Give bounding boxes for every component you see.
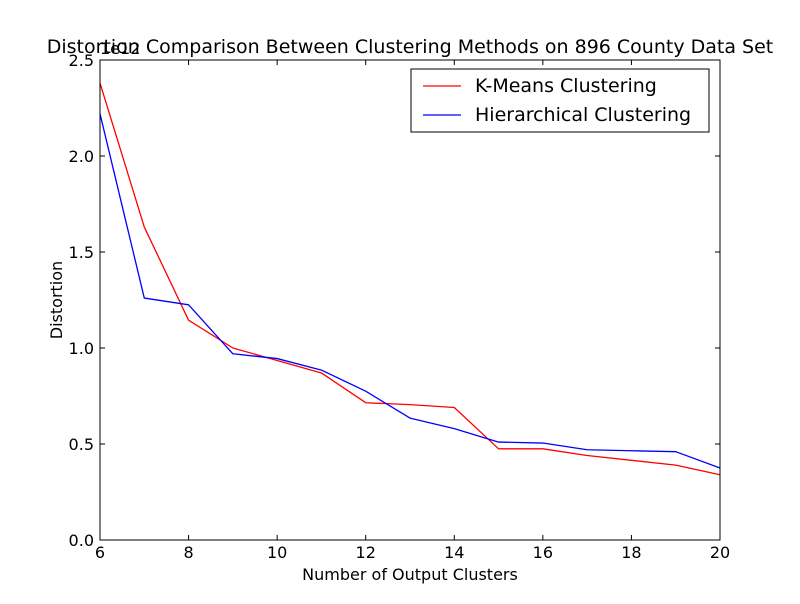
x-tick-label: 10	[267, 543, 287, 562]
x-tick-label: 20	[710, 543, 730, 562]
y-tick-label: 0.5	[69, 435, 94, 454]
series-line-hierarchical	[99, 113, 721, 469]
plot-frame	[99, 59, 721, 541]
x-tick-label: 12	[356, 543, 376, 562]
x-tick-label: 14	[444, 543, 464, 562]
plot-area	[100, 60, 720, 540]
y-tick-label: 1.5	[69, 243, 94, 262]
y-axis-label: Distortion	[47, 261, 66, 339]
legend-label-kmeans: K-Means Clustering	[475, 75, 657, 97]
x-tick-label: 6	[95, 543, 105, 562]
x-tick-label: 8	[183, 543, 193, 562]
ticks-layer: 6 8 10 12 14 16 18 20 0.0 0.5 1.0 1.5 2.0 2.5	[69, 51, 731, 562]
y-tick-label: 2.0	[69, 147, 94, 166]
y-offset-label: 1e12	[100, 39, 140, 58]
x-tick-label: 18	[621, 543, 641, 562]
legend-label-hierarchical: Hierarchical Clustering	[475, 104, 691, 126]
x-tick-label: 16	[533, 543, 553, 562]
series-line-kmeans	[99, 82, 721, 476]
y-tick-label: 1.0	[69, 339, 94, 358]
series-layer	[99, 82, 721, 476]
legend-box	[410, 68, 710, 133]
y-tick-label: 2.5	[69, 51, 94, 70]
legend: K-Means Clustering Hierarchical Clusteri…	[410, 68, 710, 133]
y-tick-label: 0.0	[69, 531, 94, 550]
chart-title: Distortion Comparison Between Clustering…	[47, 36, 773, 58]
x-axis-label: Number of Output Clusters	[302, 565, 518, 584]
